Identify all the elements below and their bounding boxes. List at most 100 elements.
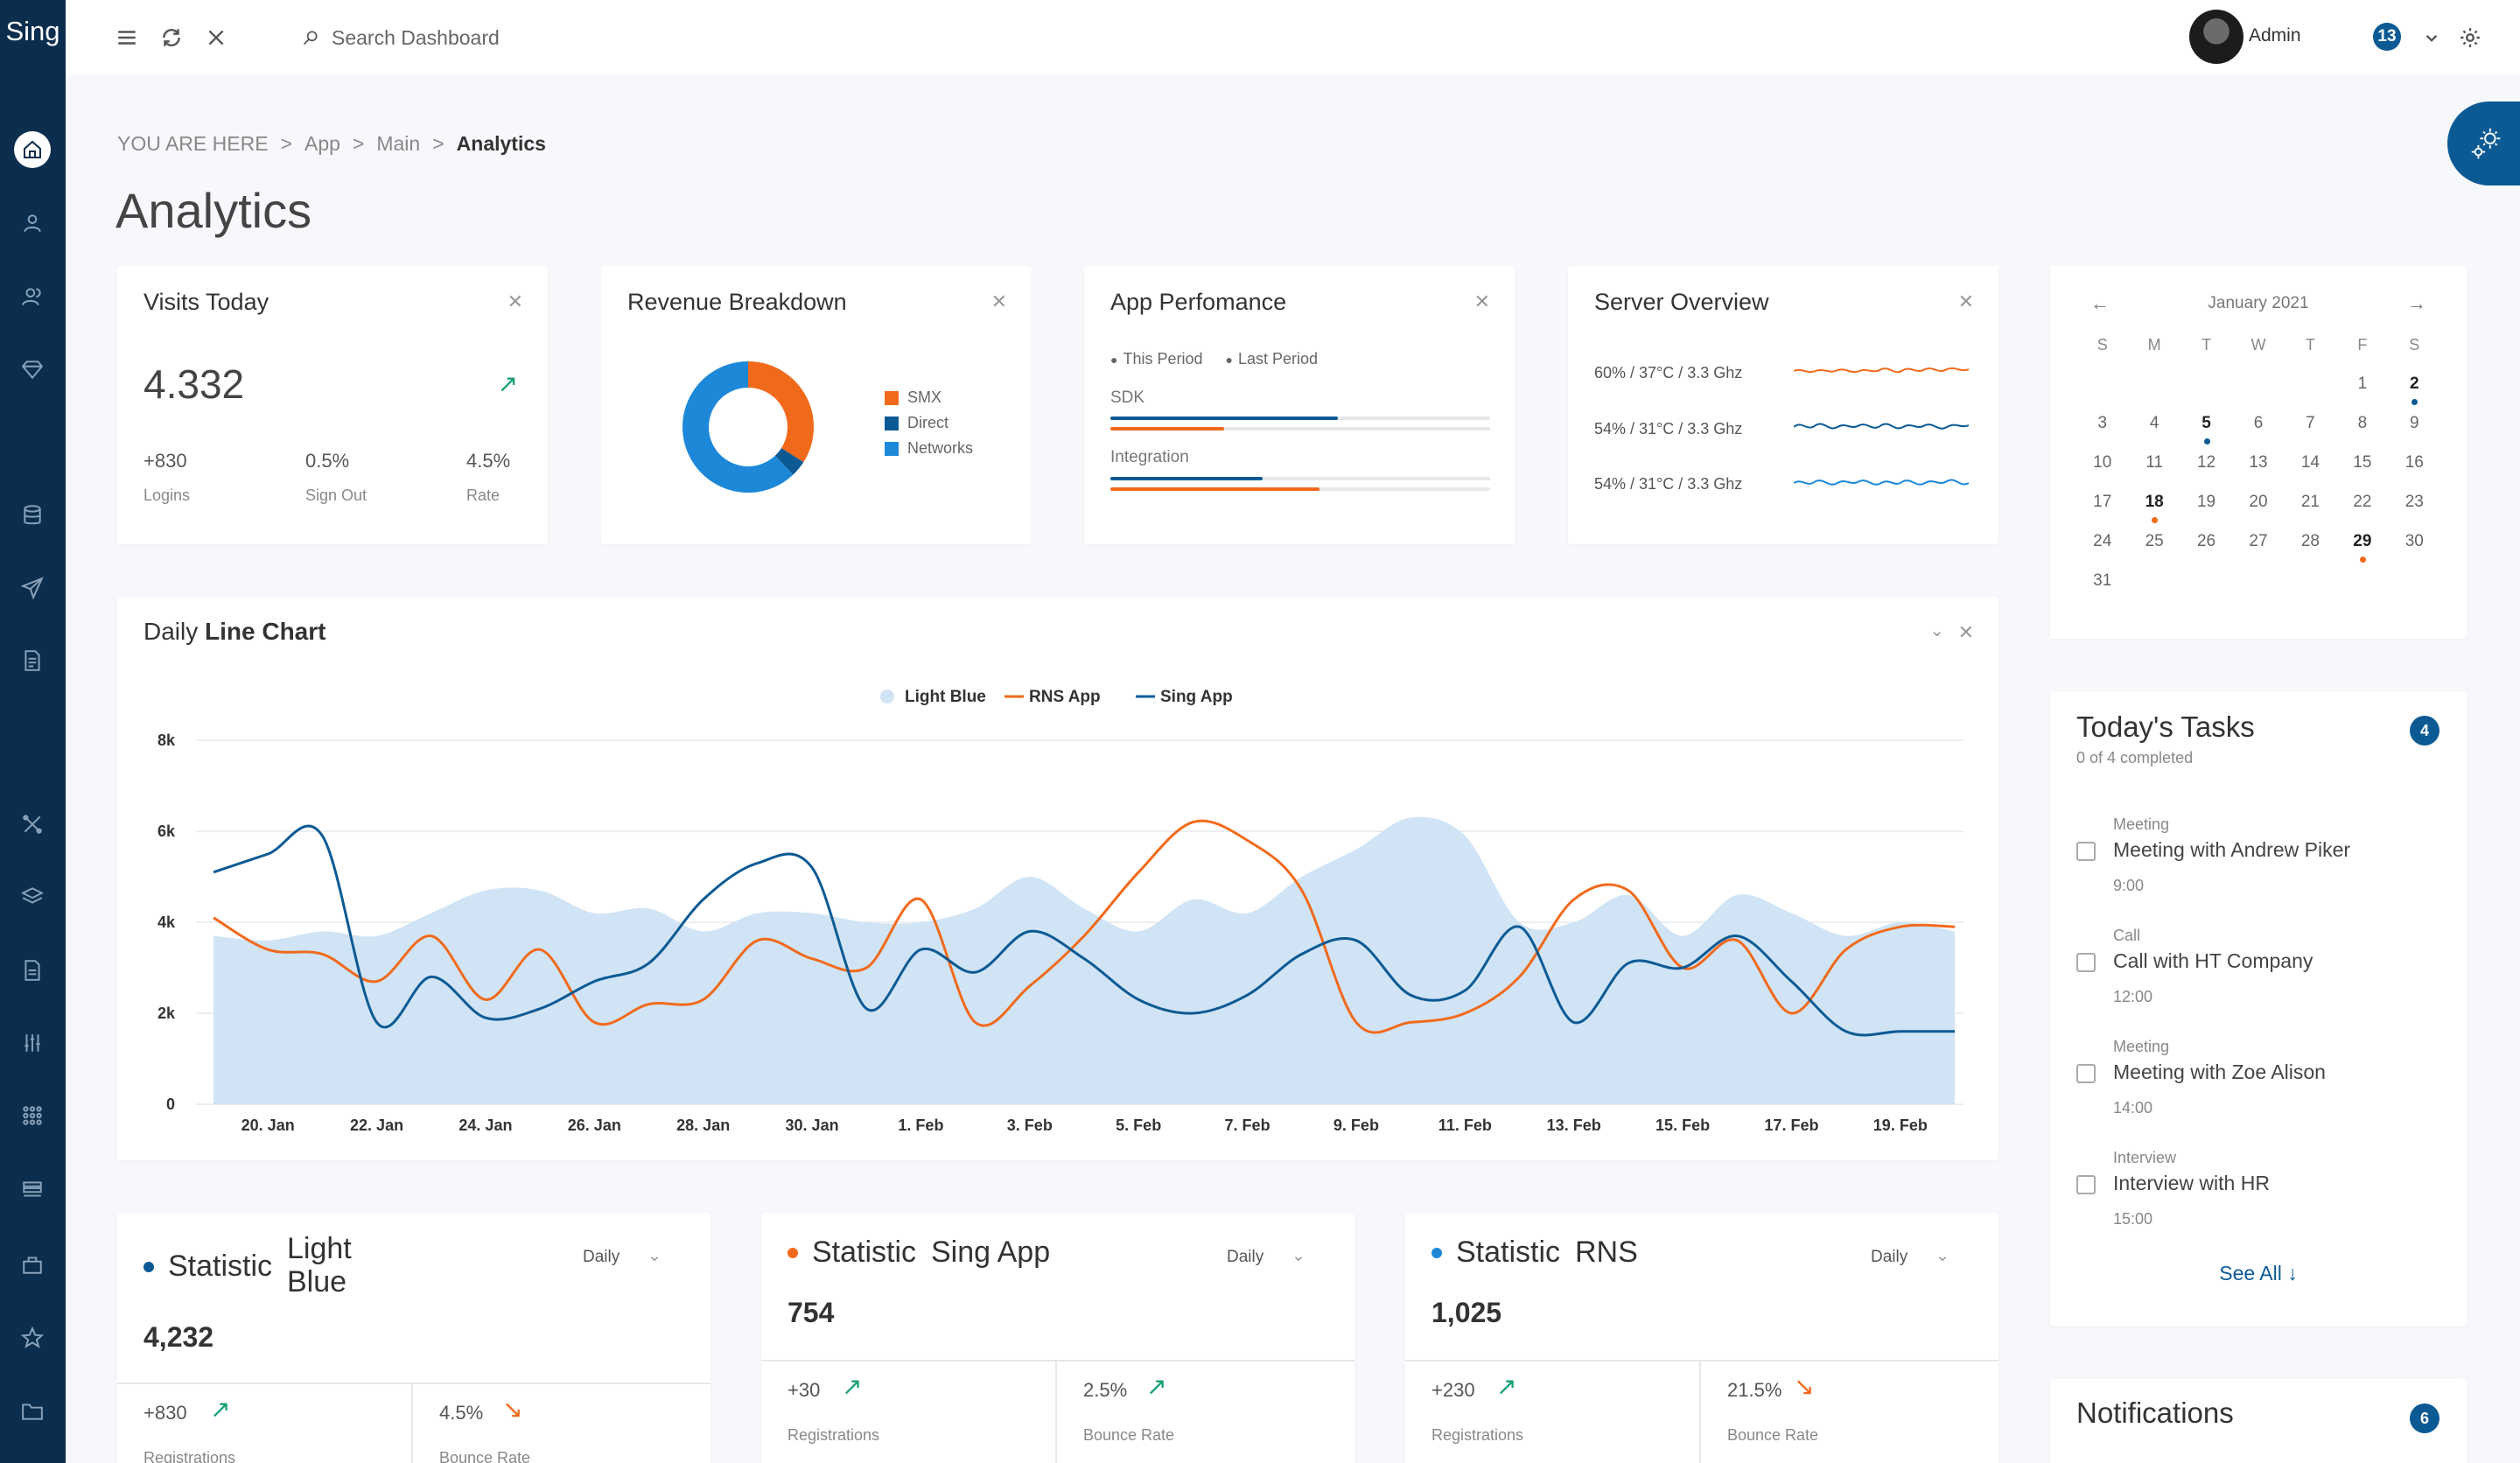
task-checkbox[interactable] [2076, 1175, 2096, 1194]
calendar-day[interactable]: 21 [2300, 493, 2320, 511]
calendar-day[interactable]: 8 [2357, 414, 2368, 432]
send-icon[interactable] [18, 573, 47, 603]
calendar-day[interactable]: 17 [2093, 493, 2112, 511]
period-select[interactable]: Daily [1871, 1248, 1908, 1266]
calendar-month: January 2021 [2208, 294, 2309, 312]
calendar-day[interactable]: 10 [2093, 453, 2112, 472]
task-name: Call with HT Company [2113, 949, 2314, 972]
calendar-day[interactable]: 6 [2253, 414, 2264, 432]
sparkline-1 [1794, 367, 1969, 374]
task-checkbox[interactable] [2076, 1064, 2096, 1083]
file-icon[interactable] [18, 956, 47, 985]
user-name[interactable]: Admin [2249, 25, 2301, 46]
calendar-day[interactable]: 28 [2300, 532, 2320, 550]
arrow-right-icon[interactable]: → [2407, 292, 2426, 314]
close-icon[interactable]: ✕ [1474, 290, 1490, 312]
period-select[interactable]: Daily [1227, 1248, 1264, 1266]
divider [411, 1382, 413, 1463]
star-icon[interactable] [18, 1323, 47, 1353]
gear-icon[interactable] [2454, 21, 2487, 54]
calendar-day[interactable]: 26 [2196, 532, 2216, 550]
menu-icon[interactable] [110, 21, 144, 54]
refresh-icon[interactable] [155, 21, 188, 54]
calendar-day[interactable]: 4 [2149, 414, 2160, 432]
calendar-day-event[interactable]: 29 [2336, 525, 2388, 564]
list-icon[interactable] [18, 1174, 47, 1204]
users-icon[interactable] [18, 282, 47, 312]
chevron-down-icon[interactable]: ⌄ [1929, 621, 1944, 640]
calendar-grid: S M T W T F S 1 2 3 4 5 6 7 8 9 10 11 12 13 14 15 16 17 18 19 20 21… [2076, 329, 2440, 604]
calendar-day[interactable]: 22 [2353, 493, 2372, 511]
close-icon[interactable]: ✕ [1957, 621, 1974, 643]
breadcrumb-item-main[interactable]: Main [376, 132, 421, 155]
calendar-day[interactable]: 31 [2093, 571, 2112, 590]
task-time: 14:00 [2113, 1099, 2153, 1116]
calendar-day-event[interactable]: 18 [2128, 486, 2180, 525]
legend-item-light-blue[interactable]: Light Blue [880, 688, 986, 706]
calendar-day-event[interactable]: 5 [2180, 407, 2232, 446]
period-select[interactable]: Daily [583, 1248, 620, 1266]
package-icon[interactable] [18, 1250, 47, 1279]
calendar-day[interactable]: 19 [2196, 493, 2216, 511]
calendar-day[interactable]: 24 [2093, 532, 2112, 550]
calendar-day[interactable]: 13 [2249, 453, 2268, 472]
sliders-icon[interactable] [18, 1028, 47, 1058]
close-icon[interactable]: ✕ [507, 290, 523, 312]
calendar-day[interactable]: 14 [2300, 453, 2320, 472]
sdk-label: SDK [1110, 388, 1145, 407]
calendar-day[interactable]: 12 [2196, 453, 2216, 472]
task-checkbox[interactable] [2076, 842, 2096, 861]
avatar[interactable] [2189, 10, 2244, 64]
legend-swatch [885, 416, 899, 430]
app-logo[interactable]: Sing [5, 16, 60, 46]
grid-icon[interactable] [18, 1101, 47, 1130]
y-tick-label: 0 [166, 1096, 175, 1113]
calendar-day[interactable]: 27 [2249, 532, 2268, 550]
chevron-down-icon[interactable]: ⌄ [1936, 1247, 1950, 1265]
calendar-day[interactable]: 25 [2145, 532, 2164, 550]
task-checkbox[interactable] [2076, 953, 2096, 972]
registrations-label: Registrations [788, 1426, 880, 1444]
arrow-left-icon[interactable]: ← [2090, 292, 2110, 314]
calendar-day[interactable]: 1 [2357, 374, 2368, 393]
legend-item-sing-app[interactable]: Sing App [1136, 688, 1233, 706]
x-tick-label: 28. Jan [676, 1116, 730, 1134]
bounce-rate-label: Bounce Rate [1727, 1426, 1819, 1444]
y-tick-label: 2k [158, 1004, 176, 1022]
document-icon[interactable] [18, 646, 47, 676]
calendar-day[interactable]: 3 [2097, 414, 2107, 432]
calendar-day[interactable]: 15 [2353, 453, 2372, 472]
calendar-day[interactable]: 30 [2404, 532, 2424, 550]
legend-item-rns-app[interactable]: RNS App [1004, 688, 1101, 706]
user-icon[interactable] [18, 208, 47, 238]
calendar-day[interactable]: 11 [2146, 453, 2163, 472]
database-icon[interactable] [18, 500, 47, 530]
calendar-day[interactable]: 20 [2249, 493, 2268, 511]
folder-icon[interactable] [18, 1396, 47, 1426]
series-sing-app-line [213, 824, 1955, 1037]
see-all-link[interactable]: See All ↓ [2219, 1262, 2298, 1284]
legend-swatch [885, 441, 899, 456]
calendar-day[interactable]: 7 [2306, 414, 2315, 432]
calendar-day[interactable]: 23 [2404, 493, 2424, 511]
search-icon[interactable] [302, 29, 319, 46]
x-tick-label: 26. Jan [568, 1116, 621, 1134]
tools-icon[interactable] [18, 809, 47, 839]
close-icon[interactable] [200, 21, 233, 54]
tasks-subtitle: 0 of 4 completed [2076, 749, 2194, 766]
chevron-down-icon[interactable]: ⌄ [1292, 1247, 1306, 1265]
calendar-day[interactable]: 16 [2404, 453, 2424, 472]
breadcrumb-item-app[interactable]: App [304, 132, 340, 155]
theme-settings-button[interactable] [2447, 102, 2520, 186]
search-input[interactable] [332, 25, 699, 50]
statistic-card-rns: Statistic RNS Daily ⌄ 1,025 +230 ↗ Regis… [1405, 1213, 1998, 1463]
chevron-down-icon[interactable] [2415, 21, 2448, 54]
chevron-down-icon[interactable]: ⌄ [648, 1247, 662, 1265]
diamond-icon[interactable] [18, 354, 47, 384]
home-icon[interactable] [14, 131, 51, 168]
close-icon[interactable]: ✕ [990, 290, 1007, 312]
calendar-day[interactable]: 9 [2409, 414, 2419, 432]
close-icon[interactable]: ✕ [1957, 290, 1974, 312]
layers-icon[interactable] [18, 882, 47, 912]
calendar-day-event[interactable]: 2 [2389, 368, 2440, 407]
